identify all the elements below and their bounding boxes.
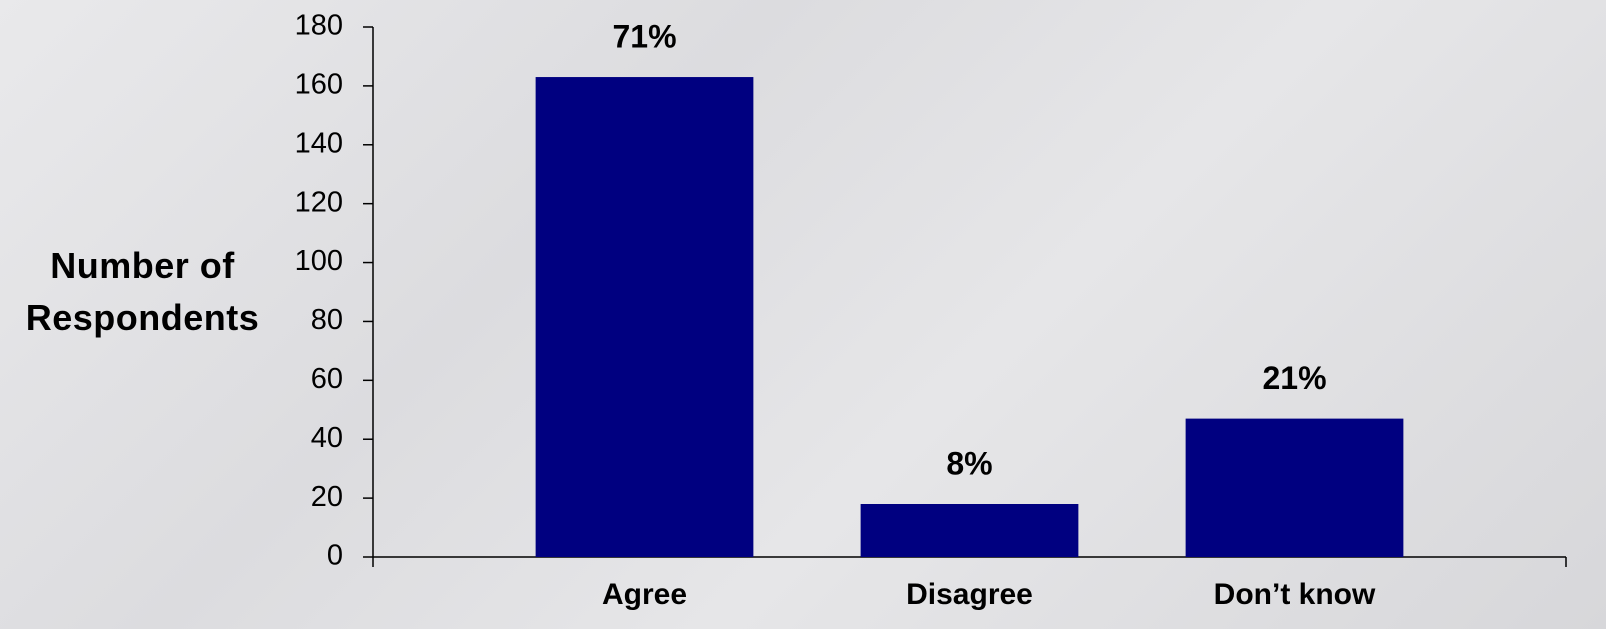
y-tick-label: 20 xyxy=(311,481,343,513)
annotation: 21% xyxy=(1262,360,1326,396)
bar xyxy=(1185,418,1404,557)
bar xyxy=(860,504,1079,557)
y-tick-label: 100 xyxy=(295,245,343,277)
y-tick-label: 140 xyxy=(295,127,343,159)
bar xyxy=(535,77,754,558)
x-tick-label: Disagree xyxy=(906,578,1033,611)
annotation: 8% xyxy=(946,445,992,481)
y-axis-label: Number of Respondents xyxy=(25,245,260,338)
x-tick-label: Don’t know xyxy=(1214,578,1376,611)
y-tick-label: 80 xyxy=(311,304,343,336)
y-tick-label: 120 xyxy=(295,186,343,218)
y-tick-label: 180 xyxy=(295,10,343,42)
annotation: 71% xyxy=(612,19,676,55)
x-tick-label: Agree xyxy=(602,578,687,611)
y-tick-label: 0 xyxy=(327,540,343,572)
y-tick-label: 40 xyxy=(311,422,343,454)
y-tick-label: 160 xyxy=(295,69,343,101)
y-tick-label: 60 xyxy=(311,363,343,395)
